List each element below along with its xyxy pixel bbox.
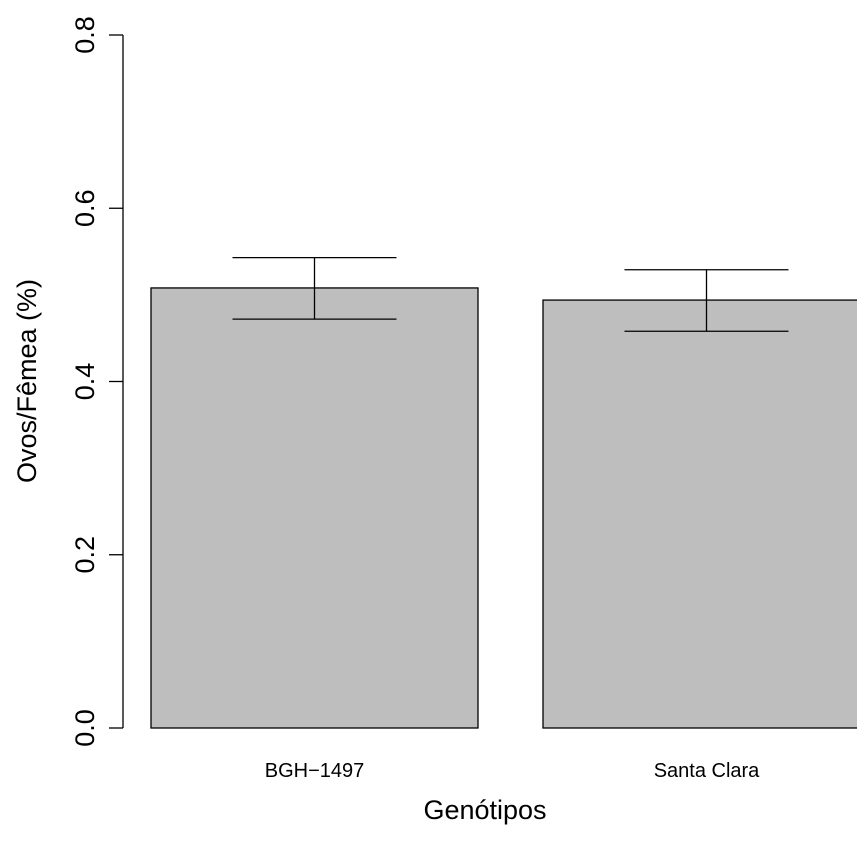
error-bar bbox=[232, 256, 397, 320]
y-tick-label: 0.6 bbox=[70, 189, 100, 227]
y-axis-title: Ovos/Fêmea (%) bbox=[12, 279, 42, 483]
y-tick-label: 0.8 bbox=[70, 16, 100, 54]
error-bars-layer bbox=[232, 256, 789, 332]
x-axis-labels: BGH−1497 Santa Clara bbox=[265, 760, 760, 782]
bar bbox=[542, 299, 857, 729]
y-tick-label: 0.4 bbox=[70, 363, 100, 401]
bar bbox=[150, 287, 479, 729]
x-tick-label: BGH−1497 bbox=[265, 760, 365, 782]
x-axis-title: Genótipos bbox=[423, 795, 546, 825]
y-tick-label: 0.0 bbox=[70, 709, 100, 747]
y-axis: 0.0 0.2 0.4 0.6 0.8 bbox=[70, 16, 124, 747]
bars-layer bbox=[150, 287, 857, 729]
x-tick-label: Santa Clara bbox=[654, 760, 760, 782]
error-bar bbox=[624, 269, 789, 332]
y-tick-label: 0.2 bbox=[70, 536, 100, 574]
